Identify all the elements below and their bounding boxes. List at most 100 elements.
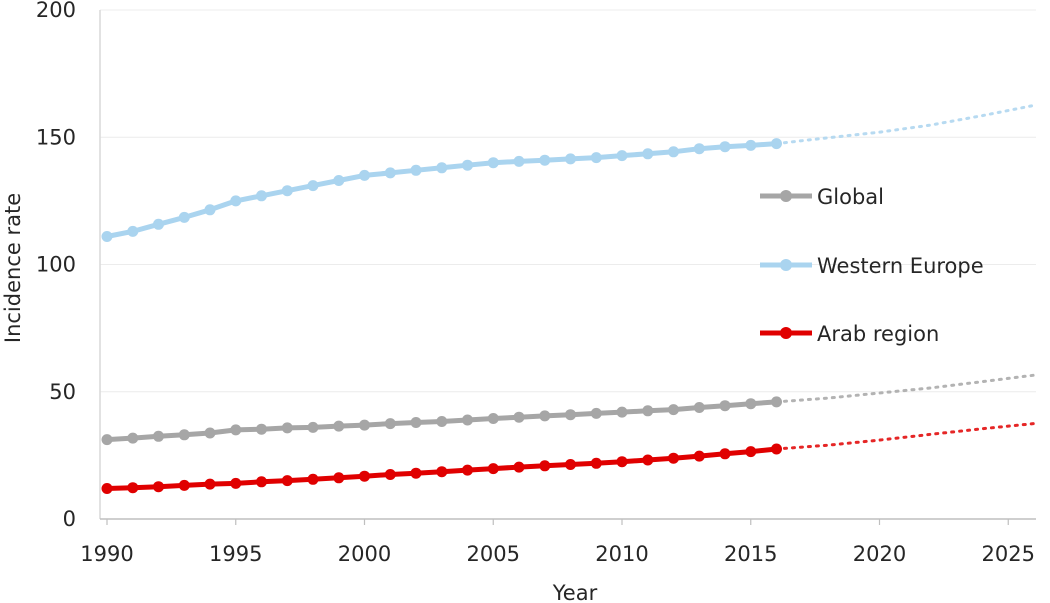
y-tick-label: 100 — [36, 253, 76, 277]
data-point — [230, 195, 242, 207]
data-point — [127, 225, 139, 237]
data-point — [590, 152, 602, 164]
data-point — [616, 456, 628, 468]
data-point — [101, 434, 113, 446]
y-tick-label: 150 — [36, 125, 76, 149]
data-point — [410, 164, 422, 176]
data-point — [359, 470, 370, 482]
x-tick-label: 2020 — [853, 542, 906, 566]
data-point — [745, 398, 757, 410]
data-point — [410, 417, 422, 428]
y-axis-title: Incidence rate — [1, 193, 25, 343]
legend-item: Global — [760, 185, 884, 209]
data-point — [539, 154, 551, 166]
data-point — [359, 419, 370, 431]
legend-item: Western Europe — [760, 254, 984, 278]
data-point — [281, 185, 293, 197]
data-point — [487, 157, 499, 169]
data-point — [719, 141, 731, 153]
legend-label: Global — [817, 185, 884, 209]
data-point — [127, 482, 139, 494]
data-point — [462, 464, 473, 476]
legend-swatch-marker — [780, 190, 792, 202]
y-tick-label: 50 — [49, 380, 76, 404]
x-tick-label: 2015 — [724, 542, 777, 566]
data-point — [178, 479, 190, 491]
data-point — [565, 153, 576, 165]
data-point — [436, 416, 448, 427]
data-point — [307, 473, 319, 485]
data-point — [668, 146, 679, 158]
data-point — [204, 478, 216, 490]
data-point — [359, 169, 370, 181]
data-point — [539, 460, 551, 472]
data-point — [462, 159, 473, 171]
data-point — [230, 424, 242, 436]
data-point — [178, 211, 190, 223]
y-tick-label: 200 — [36, 0, 76, 22]
x-tick-label: 2000 — [338, 542, 391, 566]
x-tick-label: 2005 — [467, 542, 520, 566]
legend-swatch-marker — [780, 259, 792, 271]
data-point — [101, 483, 113, 494]
data-point — [771, 443, 782, 455]
projection-line — [775, 103, 1036, 146]
data-point — [693, 450, 705, 462]
data-point — [487, 413, 499, 424]
data-point — [256, 190, 267, 202]
legend-item: Arab region — [760, 322, 939, 346]
projection-line — [775, 373, 1036, 404]
series-line — [106, 141, 777, 239]
series-arab-region — [101, 422, 1036, 494]
data-point — [101, 231, 113, 242]
data-point — [153, 218, 164, 230]
data-point — [487, 463, 499, 475]
data-point — [410, 467, 422, 479]
data-point — [565, 409, 576, 421]
data-point — [616, 150, 628, 162]
tick-labels: 0 50 100 150 200 1990 1995 2000 2005 2010 2015 2020… — [36, 0, 1035, 566]
data-point — [333, 472, 345, 484]
series-layer — [101, 103, 1036, 494]
data-point — [178, 429, 190, 441]
data-point — [307, 180, 319, 192]
legend: Global Western Europe Arab region — [760, 185, 984, 346]
data-point — [127, 432, 139, 444]
data-point — [513, 461, 525, 473]
legend-label: Western Europe — [817, 254, 984, 278]
data-point — [256, 476, 267, 488]
x-tick-label: 1995 — [209, 542, 262, 566]
series-global — [101, 373, 1036, 446]
data-point — [719, 448, 731, 460]
data-point — [771, 396, 782, 408]
data-point — [642, 454, 654, 466]
data-point — [436, 162, 448, 174]
series-western-europe — [101, 103, 1036, 242]
data-point — [256, 423, 267, 435]
data-point — [745, 139, 757, 151]
data-point — [668, 452, 679, 464]
y-tick-label: 0 — [63, 507, 76, 531]
data-point — [745, 446, 757, 458]
data-point — [771, 138, 782, 150]
data-point — [565, 459, 576, 470]
projection-line — [775, 422, 1036, 451]
data-point — [153, 430, 164, 442]
data-point — [513, 155, 525, 167]
data-point — [642, 405, 654, 417]
data-point — [590, 457, 602, 469]
data-point — [204, 204, 216, 216]
data-point — [642, 148, 654, 160]
x-tick-label: 1990 — [80, 542, 133, 566]
data-point — [436, 466, 448, 478]
data-point — [693, 143, 705, 155]
data-point — [693, 402, 705, 413]
data-point — [590, 407, 602, 419]
legend-label: Arab region — [817, 322, 939, 346]
data-point — [384, 418, 396, 430]
data-point — [668, 404, 679, 416]
data-point — [462, 414, 473, 426]
x-tick-label: 2025 — [982, 542, 1035, 566]
x-axis-title: Year — [552, 581, 598, 603]
